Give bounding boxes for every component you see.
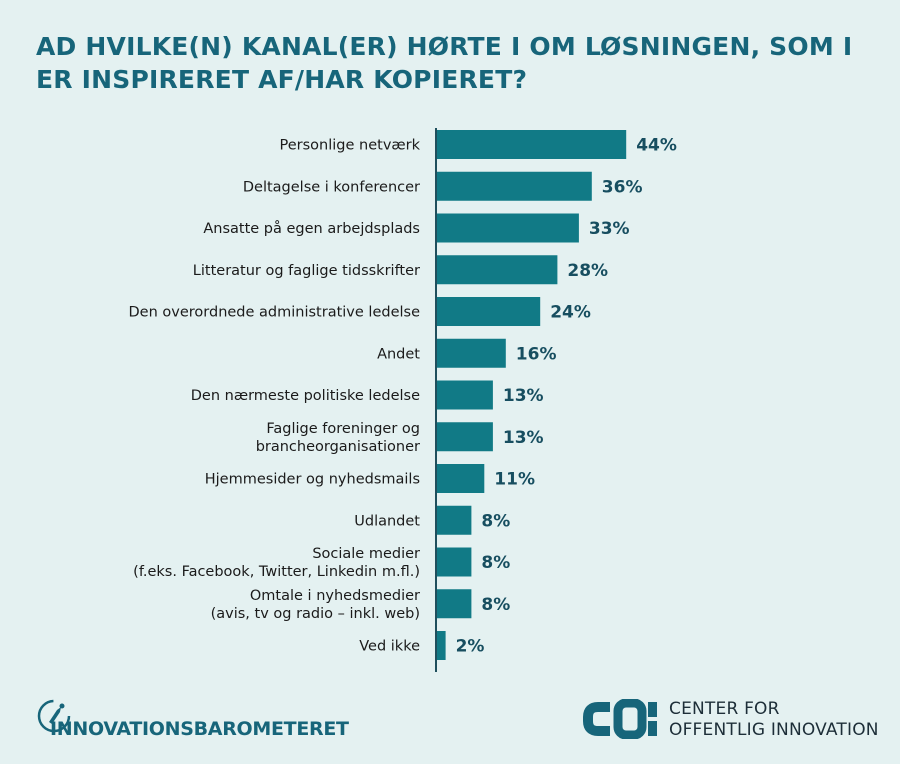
bar xyxy=(437,255,558,285)
category-label-line: Den overordnede administrative ledelse xyxy=(129,305,421,321)
bar xyxy=(437,213,579,243)
category-label: Ved ikke xyxy=(359,639,420,655)
bars-group xyxy=(437,130,627,660)
coi-logo-icon xyxy=(583,699,657,739)
value-label: 8% xyxy=(481,511,510,531)
bar xyxy=(437,547,472,577)
category-label: Ansatte på egen arbejdsplads xyxy=(203,220,420,237)
category-label-line: Ansatte på egen arbejdsplads xyxy=(203,220,420,237)
bar xyxy=(437,130,627,159)
bar xyxy=(437,297,541,326)
bar xyxy=(437,464,485,493)
category-label-line: Deltagelse i konferencer xyxy=(243,179,420,195)
category-label: Andet xyxy=(377,346,420,362)
category-label-line: Andet xyxy=(377,346,420,362)
value-label: 28% xyxy=(567,261,608,281)
value-label: 44% xyxy=(636,136,677,156)
bar xyxy=(437,171,592,201)
chart-title: AD HVILKE(N) KANAL(ER) HØRTE I OM LØSNIN… xyxy=(36,32,853,94)
value-label: 8% xyxy=(481,553,510,573)
value-label: 2% xyxy=(456,637,485,657)
value-label: 36% xyxy=(602,177,643,197)
value-label: 11% xyxy=(494,470,535,490)
value-label: 24% xyxy=(550,303,591,323)
value-label: 13% xyxy=(503,428,544,448)
value-label: 13% xyxy=(503,386,544,406)
bar xyxy=(437,422,493,452)
compass-icon xyxy=(37,699,71,733)
category-label: Den overordnede administrative ledelse xyxy=(129,305,421,321)
category-labels-group: Personlige netværk Deltagelse i konferenc… xyxy=(129,138,421,655)
category-label-line: Litteratur og faglige tidsskrifter xyxy=(193,263,420,279)
category-label-line: Sociale medier xyxy=(312,546,420,562)
category-label-line: Den nærmeste politiske ledelse xyxy=(191,388,420,404)
bar-chart: Personlige netværk Deltagelse i konferenc… xyxy=(129,128,677,672)
category-label: Deltagelse i konferencer xyxy=(243,179,420,195)
bar xyxy=(437,631,446,660)
value-labels-group: 44% 36% 33% 28% 24% 16% 13% 13% 11% 8% 8% 8% 2% xyxy=(456,136,677,657)
category-label: Faglige foreninger og brancheorganisation… xyxy=(256,421,420,455)
category-label: Litteratur og faglige tidsskrifter xyxy=(193,263,420,279)
value-label: 33% xyxy=(589,219,630,239)
innovationsbarometeret-wordmark: INNOVATIONSBAROMETERET xyxy=(50,718,349,740)
category-label: Hjemmesider og nyhedsmails xyxy=(205,472,420,488)
category-label-line: Udlandet xyxy=(354,513,420,529)
value-label: 16% xyxy=(516,344,557,364)
category-label: Den nærmeste politiske ledelse xyxy=(191,388,420,404)
value-label: 8% xyxy=(481,595,510,615)
coi-name-line2: OFFENTLIG INNOVATION xyxy=(669,720,879,740)
category-label-line: Personlige netværk xyxy=(280,138,421,154)
bar xyxy=(437,380,493,410)
category-label-line: (f.eks. Facebook, Twitter, Linkedin m.fl… xyxy=(133,564,420,580)
category-label: Omtale i nyhedsmedier (avis, tv og radio … xyxy=(211,588,420,622)
category-label-line: (avis, tv og radio – inkl. web) xyxy=(211,606,420,622)
category-label-line: brancheorganisationer xyxy=(256,439,420,455)
bar xyxy=(437,338,506,368)
category-label: Personlige netværk xyxy=(280,138,421,154)
category-label-line: Ved ikke xyxy=(359,639,420,655)
category-label: Udlandet xyxy=(354,513,420,529)
category-label-line: Hjemmesider og nyhedsmails xyxy=(205,472,420,488)
bar xyxy=(437,505,472,535)
category-label-line: Faglige foreninger og xyxy=(266,421,420,437)
bar xyxy=(437,589,472,619)
category-label: Sociale medier (f.eks. Facebook, Twitter,… xyxy=(133,546,420,580)
coi-name-line1: CENTER FOR xyxy=(669,699,780,719)
category-label-line: Omtale i nyhedsmedier xyxy=(250,588,420,604)
